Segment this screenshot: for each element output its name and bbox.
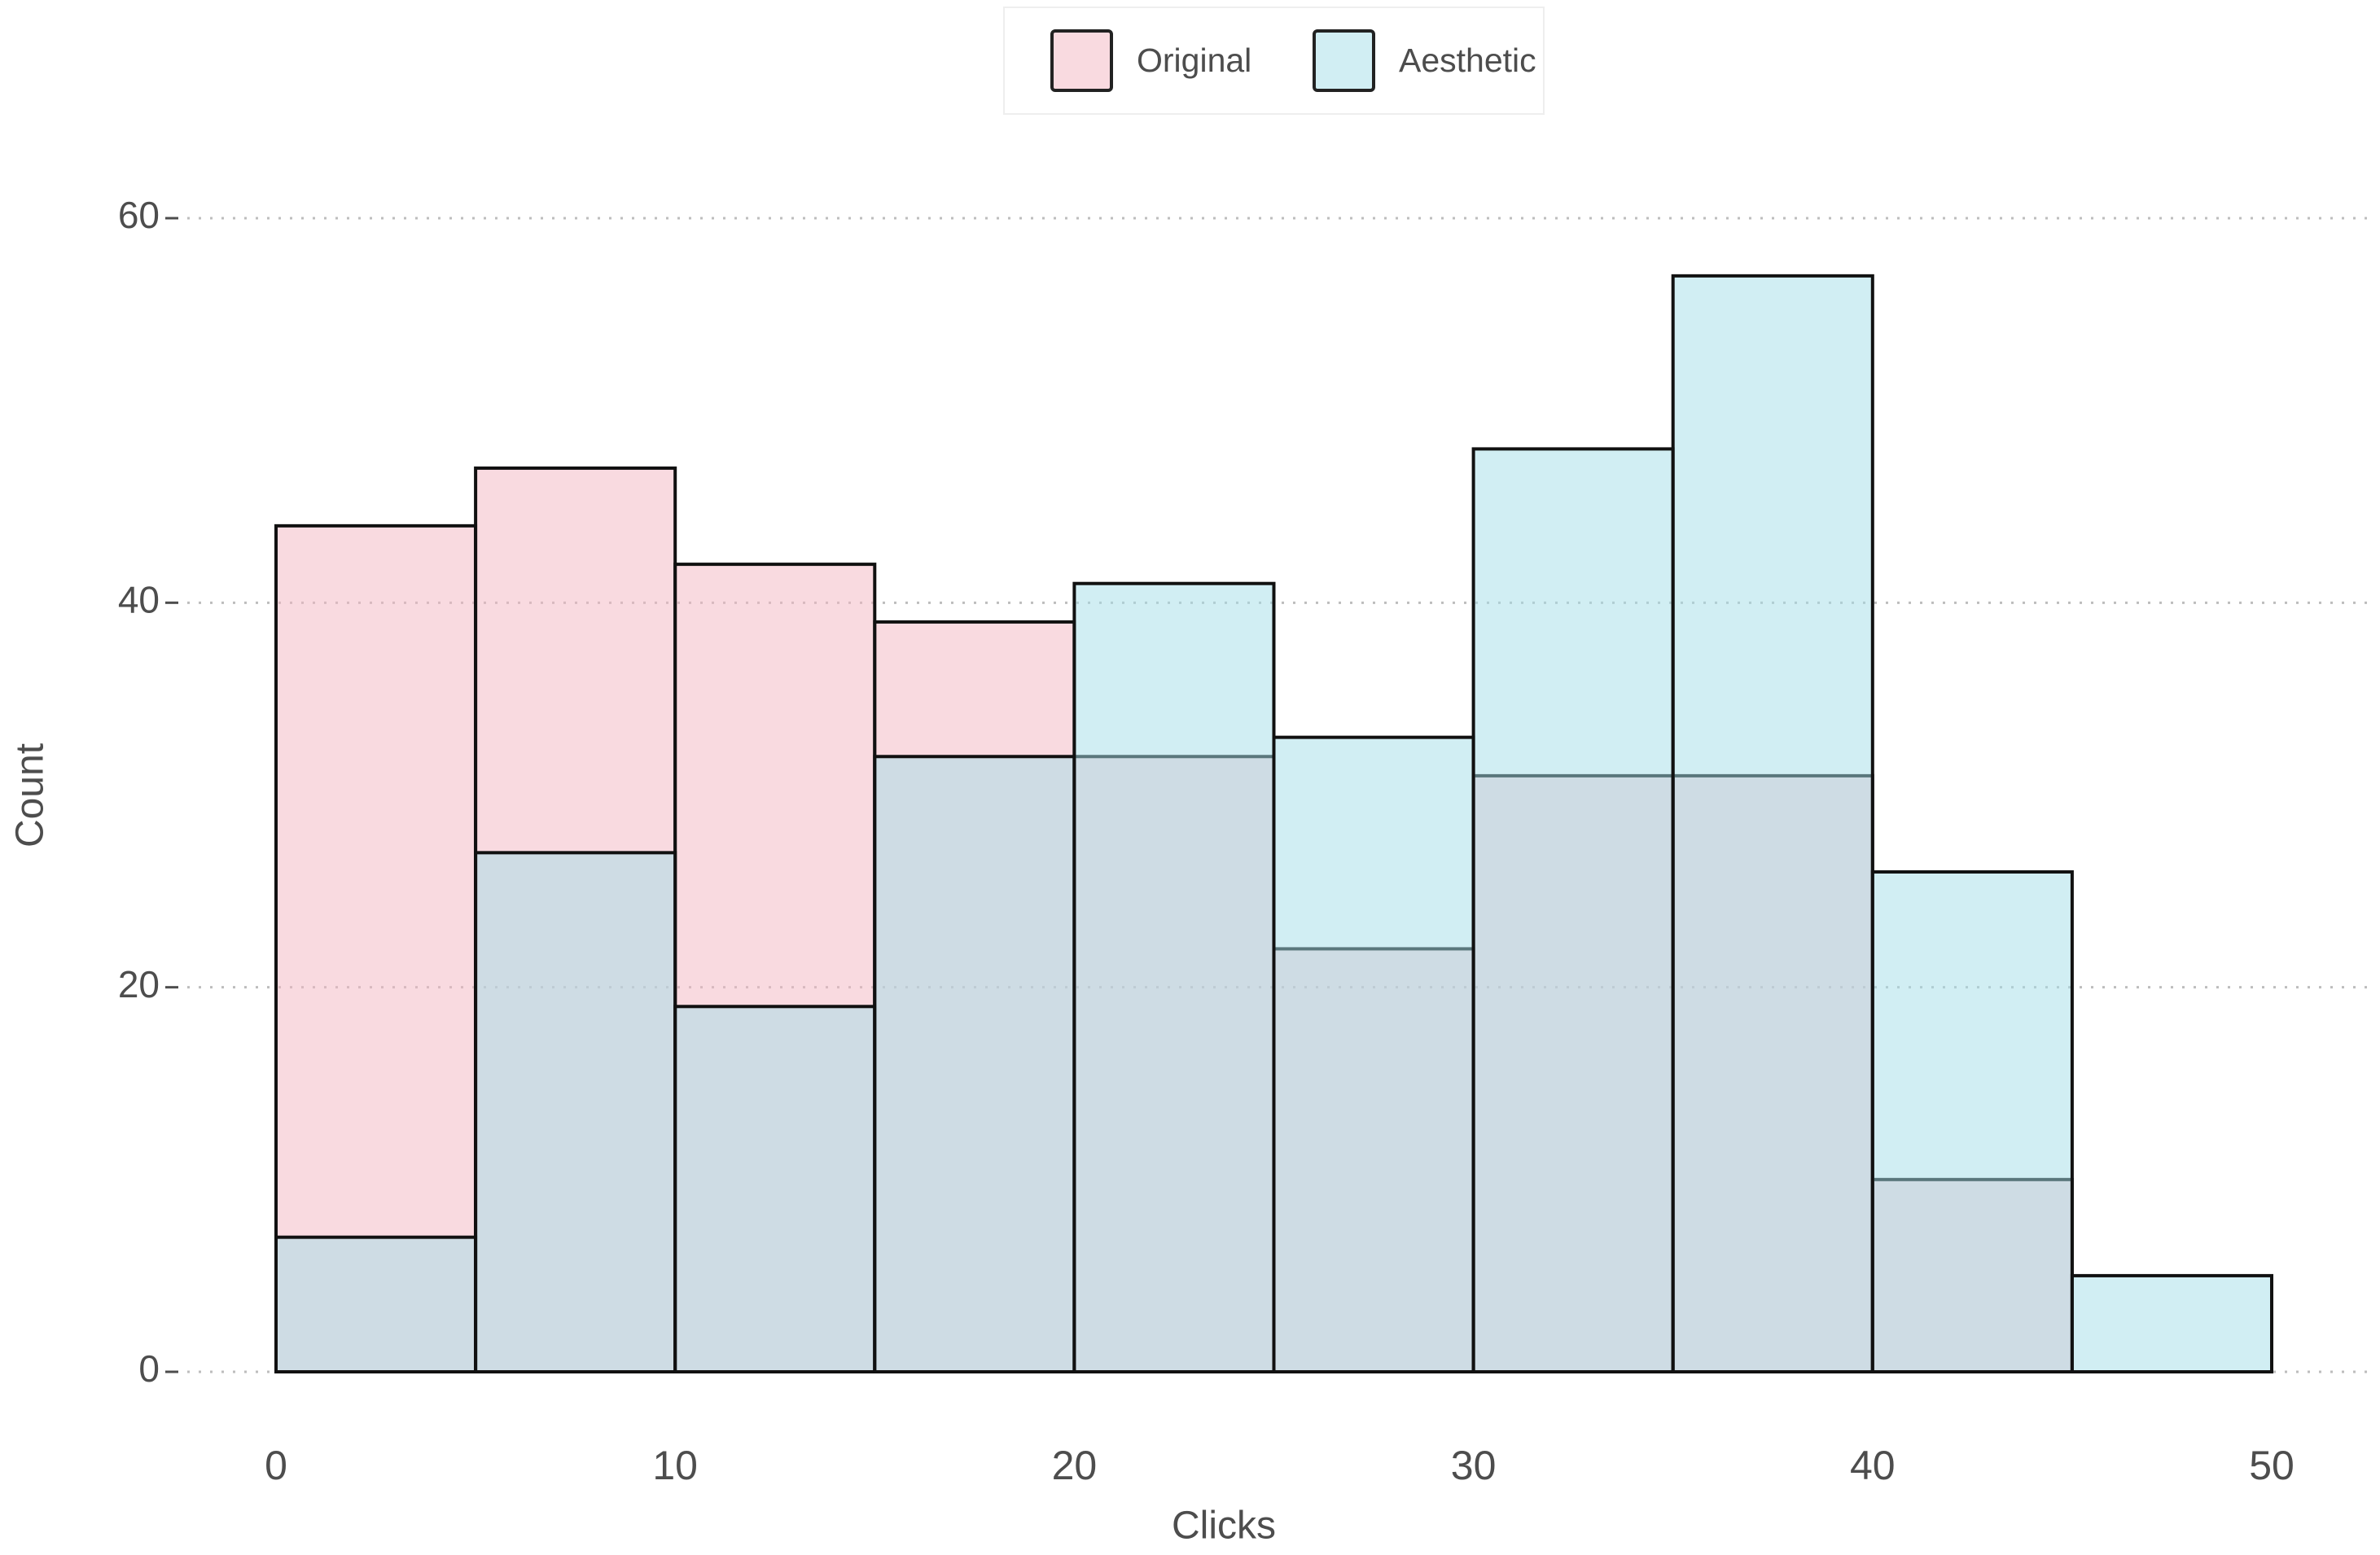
bar bbox=[1471, 447, 1675, 1373]
x-tick-label: 50 bbox=[2249, 1443, 2295, 1488]
bar bbox=[1870, 869, 2074, 1373]
x-tick-label: 40 bbox=[1850, 1443, 1896, 1488]
bar bbox=[1272, 735, 1475, 1373]
legend-key bbox=[1050, 29, 1113, 92]
y-tick-label: 20 bbox=[118, 963, 160, 1005]
x-axis-title: Clicks bbox=[1172, 1505, 1276, 1548]
y-tick-label: 0 bbox=[138, 1347, 160, 1390]
bar bbox=[274, 523, 478, 1373]
legend: Original Aesthetic bbox=[1050, 29, 1536, 92]
x-tick-label: 30 bbox=[1451, 1443, 1497, 1488]
y-axis-title: Count bbox=[9, 743, 52, 848]
bar bbox=[274, 1235, 478, 1374]
bar bbox=[673, 1005, 877, 1373]
x-tick-label: 0 bbox=[265, 1443, 287, 1488]
grid: 0 20 40 60 0 10 20 30 40 50 bbox=[118, 194, 2373, 1488]
bar bbox=[2070, 1273, 2273, 1373]
x-tick-label: 10 bbox=[652, 1443, 698, 1488]
y-tick-label: 60 bbox=[118, 194, 160, 236]
y-tick-label: 40 bbox=[118, 578, 160, 620]
bars bbox=[274, 274, 2273, 1374]
bar bbox=[1671, 274, 1874, 1374]
bar bbox=[474, 851, 677, 1373]
bar bbox=[873, 755, 1076, 1373]
legend-label: Aesthetic bbox=[1399, 42, 1536, 79]
legend-key bbox=[1313, 29, 1375, 92]
x-tick-label: 20 bbox=[1052, 1443, 1098, 1488]
bar bbox=[1072, 581, 1276, 1373]
legend-label: Original bbox=[1137, 42, 1251, 79]
